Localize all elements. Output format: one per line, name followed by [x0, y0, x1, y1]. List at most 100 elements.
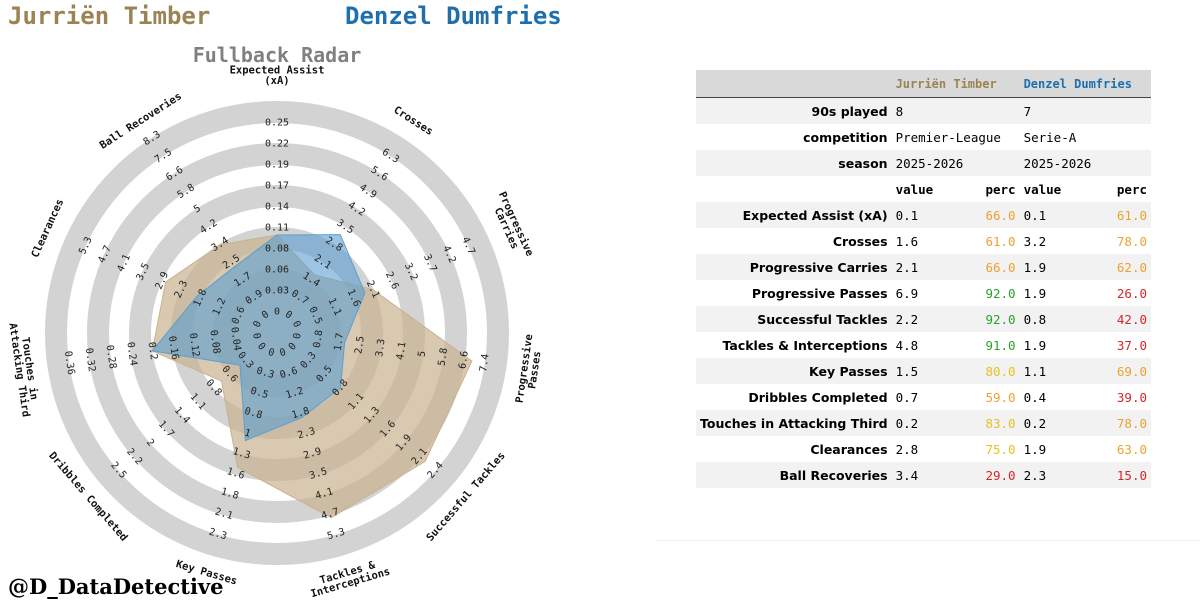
radar-tick-label: 0: [255, 341, 267, 353]
player1-perc: 61.0: [985, 233, 1016, 249]
player2-perc: 42.0: [1116, 311, 1147, 327]
radar-tick-label: 0.5: [249, 386, 269, 402]
player1-value: 1.6: [895, 233, 919, 249]
row-label: Ball Recoveries: [779, 467, 888, 483]
player1-value: 6.9: [895, 285, 919, 301]
radar-tick-label: 6.6: [457, 350, 470, 369]
table-row: Dribbles Completed 0.7 59.0 0.4 39.0: [696, 384, 1151, 410]
player2-meta: 2025-2026: [1023, 155, 1092, 171]
radar-tick-label: 2.3: [296, 426, 316, 442]
stats-table: Jurriën Timber Denzel Dumfries 90s playe…: [696, 70, 1151, 488]
player1-perc: 59.0: [985, 389, 1016, 405]
player1-meta: 2025-2026: [895, 155, 964, 171]
radar-ring: [87, 143, 467, 523]
row-label: Key Passes: [809, 363, 888, 379]
radar-tick-label: 2.9: [302, 446, 322, 462]
radar-tick-label: 5: [192, 203, 203, 216]
table-row: Crosses 1.6 61.0 3.2 78.0: [696, 228, 1151, 254]
radar-tick-label: 2.3: [208, 527, 228, 543]
player2-perc: 61.0: [1116, 207, 1147, 223]
player2-value: 0.4: [1023, 389, 1047, 405]
radar-tick-label: 0.3: [255, 365, 275, 381]
table-row: season 2025-2026 2025-2026: [696, 150, 1151, 176]
divider: [655, 540, 1200, 541]
row-label: Touches in Attacking Third: [700, 415, 888, 431]
player2-perc: 78.0: [1116, 233, 1147, 249]
radar-tick-label: 0.04: [228, 326, 242, 351]
radar-axis-label: Expected Assist (xA): [230, 65, 325, 88]
header-player1: Jurriën Timber: [891, 70, 1020, 98]
table-row: competition Premier-League Serie-A: [696, 124, 1151, 150]
player2-value: 3.2: [1023, 233, 1047, 249]
radar-tick-label: 2.1: [214, 506, 234, 522]
radar-tick-label: 4.7: [320, 506, 340, 522]
chart-title: Fullback Radar: [193, 43, 362, 67]
player1-value: 1.5: [895, 363, 919, 379]
player1-perc: 29.0: [985, 467, 1016, 483]
table-row: Progressive Passes 6.9 92.0 1.9 26.0: [696, 280, 1151, 306]
row-label: season: [838, 155, 888, 171]
player2-perc: 26.0: [1116, 285, 1147, 301]
player2-value: 1.9: [1023, 259, 1047, 275]
radar-tick-label: 0.22: [265, 139, 289, 150]
player2-perc: 37.0: [1116, 337, 1147, 353]
player1-perc: 91.0: [985, 337, 1016, 353]
player1-value: 0.7: [895, 389, 919, 405]
player2-value: 1.9: [1023, 441, 1047, 457]
player2-value: 1.1: [1023, 363, 1047, 379]
subheader-perc: perc: [985, 181, 1016, 197]
header-blank: [696, 70, 892, 98]
table-row: Ball Recoveries 3.4 29.0 2.3 15.0: [696, 462, 1151, 488]
radar-tick-label: 0.14: [265, 202, 289, 213]
player1-perc: 92.0: [985, 285, 1016, 301]
radar-tick-label: 0: [252, 319, 265, 329]
row-label: Expected Assist (xA): [742, 207, 888, 223]
radar-tick-label: 0.6: [279, 365, 299, 381]
table-row: Successful Tackles 2.2 92.0 0.8 42.0: [696, 306, 1151, 332]
player1-value: 3.4: [895, 467, 919, 483]
stats-table-wrap: Jurriën Timber Denzel Dumfries 90s playe…: [696, 70, 1151, 488]
player2-value: 0.2: [1023, 415, 1047, 431]
radar-axis-label: Crosses: [391, 104, 435, 138]
player2-perc: 78.0: [1116, 415, 1147, 431]
radar-tick-label: 0.2: [146, 341, 159, 360]
radar-tick-label: 0.03: [265, 286, 289, 297]
radar-tick-label: 1.7: [333, 332, 346, 351]
radar-tick-label: 0.19: [265, 160, 289, 171]
subheader-value: value: [895, 181, 934, 197]
row-label: Progressive Passes: [751, 285, 888, 301]
player1-title: Jurriën Timber: [8, 2, 211, 30]
radar-axis-label: ProgressivePasses: [514, 333, 546, 405]
player1-value: 2.2: [895, 311, 919, 327]
credit-handle: @D_DataDetective: [8, 574, 224, 599]
table-subheader-row: value perc value perc: [696, 176, 1151, 202]
player1-perc: 80.0: [985, 363, 1016, 379]
table-row: Progressive Carries 2.1 66.0 1.9 62.0: [696, 254, 1151, 280]
player2-perc: 62.0: [1116, 259, 1147, 275]
player1-perc: 92.0: [985, 311, 1016, 327]
radar-tick-label: 5.3: [326, 527, 346, 543]
radar-tick-label: 1.2: [284, 386, 304, 402]
table-row: Touches in Attacking Third 0.2 83.0 0.2 78.0: [696, 410, 1151, 436]
radar-tick-label: 1.8: [219, 486, 239, 502]
radar-tick-label: 1.6: [225, 466, 245, 482]
player2-value: 1.9: [1023, 285, 1047, 301]
player1-value: 2.1: [895, 259, 919, 275]
row-label: Progressive Carries: [749, 259, 888, 275]
radar-tick-label: 0: [292, 332, 304, 340]
radar-tick-label: 0.8: [243, 406, 263, 422]
row-label: Successful Tackles: [757, 311, 888, 327]
radar-tick-label: 0.06: [265, 265, 289, 276]
radar-tick-label: 0.28: [104, 344, 118, 369]
radar-tick-label: 0.17: [265, 181, 289, 192]
row-label: 90s played: [811, 103, 888, 119]
radar-tick-label: 2: [144, 437, 156, 449]
player2-perc: 39.0: [1116, 389, 1147, 405]
player2-value: 0.8: [1023, 311, 1047, 327]
radar-tick-label: 0.12: [187, 332, 201, 357]
radar-tick-label: 0.11: [265, 223, 289, 234]
radar-tick-label: 0: [283, 309, 294, 322]
player2-value: 0.1: [1023, 207, 1047, 223]
radar-tick-label: 7.4: [478, 353, 491, 372]
radar-area-player2: [151, 234, 366, 442]
